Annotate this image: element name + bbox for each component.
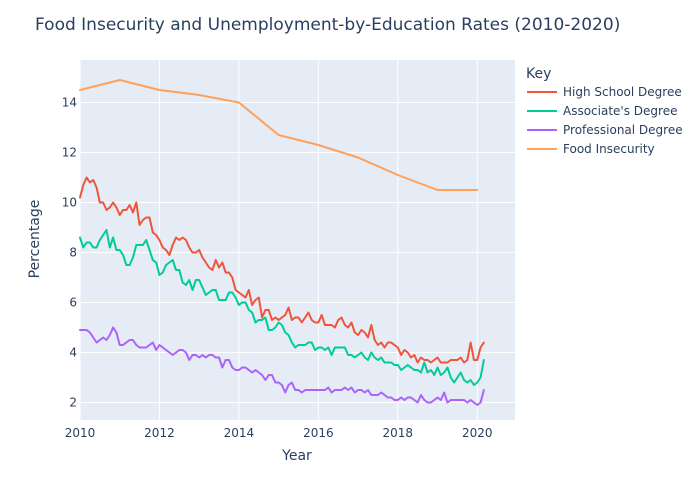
legend-label: Associate's Degree	[563, 104, 677, 118]
series-line-professional-degree	[79, 326, 485, 406]
x-tick-label: 2020	[462, 426, 493, 440]
legend-item-professional-degree[interactable]: Professional Degree	[527, 123, 683, 137]
x-tick-label: 2018	[383, 426, 414, 440]
series-line-food-insecurity	[79, 79, 479, 191]
x-axis-label: Year	[281, 448, 312, 464]
legend: Key High School Degree Associate's Degree…	[526, 66, 683, 156]
y-tick-label: 12	[62, 146, 77, 160]
y-axis-label: Percentage	[27, 200, 43, 279]
y-tick-label: 10	[62, 196, 77, 210]
y-tick-label: 8	[69, 246, 77, 260]
legend-label: High School Degree	[563, 85, 682, 99]
y-tick-label: 6	[69, 296, 77, 310]
x-axis-ticks: 2010 2012 2014 2016 2018 2020	[65, 426, 493, 440]
legend-title: Key	[526, 66, 551, 82]
series-line-associate-s-degree	[79, 229, 485, 386]
legend-label: Food Insecurity	[563, 142, 655, 156]
plot-area	[80, 60, 515, 420]
legend-label: Professional Degree	[563, 123, 683, 137]
y-tick-label: 2	[69, 396, 77, 410]
series-line-high-school-degree	[79, 176, 485, 364]
y-tick-label: 14	[62, 96, 77, 110]
chart-title: Food Insecurity and Unemployment-by-Educ…	[35, 15, 620, 35]
x-tick-label: 2016	[303, 426, 334, 440]
legend-item-associate-s-degree[interactable]: Associate's Degree	[527, 104, 677, 118]
legend-item-high-school-degree[interactable]: High School Degree	[527, 85, 682, 99]
x-tick-label: 2012	[144, 426, 175, 440]
x-tick-label: 2010	[65, 426, 96, 440]
series-layer	[79, 79, 485, 406]
gridlines	[79, 60, 515, 420]
legend-item-food-insecurity[interactable]: Food Insecurity	[527, 142, 655, 156]
y-tick-label: 4	[69, 346, 77, 360]
x-tick-label: 2014	[224, 426, 255, 440]
y-axis-ticks: 2 4 6 8 10 12 14	[62, 96, 77, 410]
